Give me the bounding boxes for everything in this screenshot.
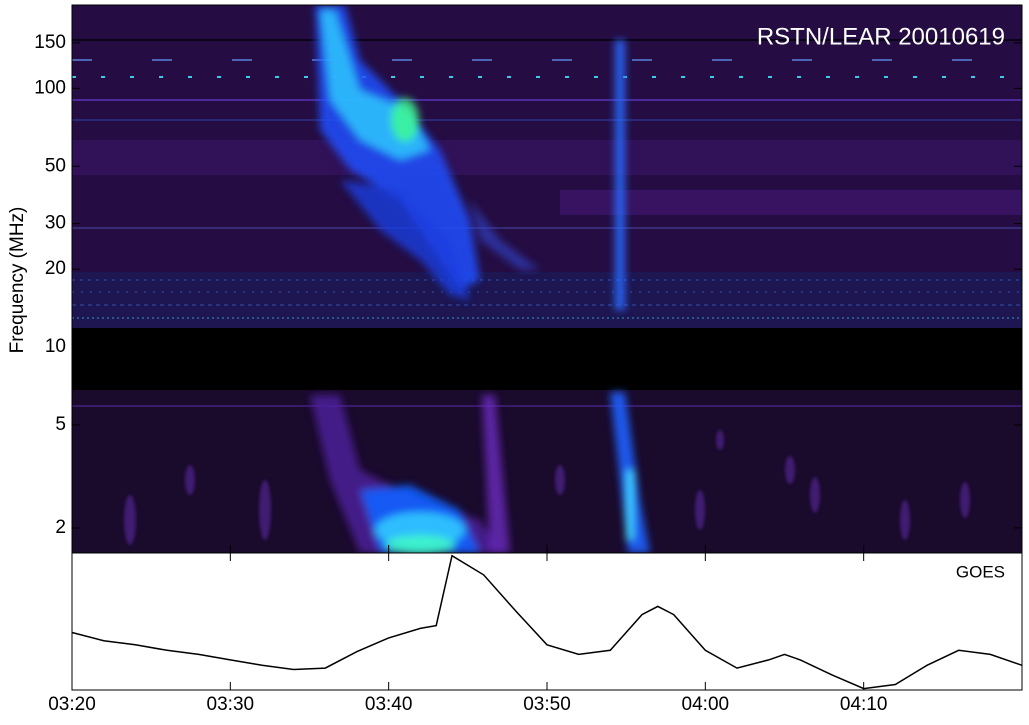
y-tick-label: 50 [45,155,66,176]
spectrogram-image [72,5,1022,553]
x-tick-label: 03:30 [207,694,255,715]
y-tick-label: 5 [55,414,66,435]
y-tick-label: 2 [55,517,66,538]
y-tick-label: 30 [45,213,66,234]
chart-title: RSTN/LEAR 20010619 [757,23,1005,50]
x-tick-label: 04:10 [840,694,888,715]
goes-frame [71,552,1023,691]
y-tick-label: 150 [34,32,66,53]
x-tick-label: 03:20 [48,694,96,715]
x-tick-label: 03:40 [365,694,413,715]
goes-label: GOES [956,562,1005,581]
y-tick-label: 100 [34,77,66,98]
x-tick-label: 03:50 [523,694,571,715]
y-axis-label: Frequency (MHz) [7,207,28,354]
goes-line [71,554,1023,690]
y-tick-label: 10 [45,336,66,357]
y-tick-label: 20 [45,258,66,279]
x-tick-label: 04:00 [682,694,730,715]
